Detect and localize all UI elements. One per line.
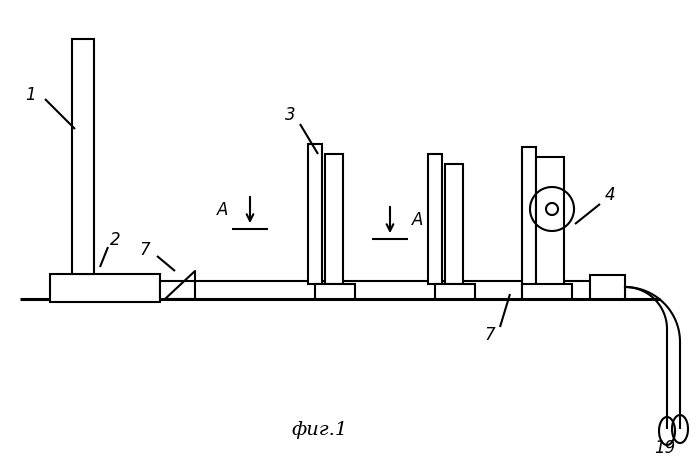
- Text: A: A: [412, 211, 424, 229]
- Bar: [522, 148, 536, 292]
- Text: 7: 7: [140, 240, 150, 258]
- Bar: [72, 40, 94, 275]
- Bar: [315, 284, 355, 300]
- Text: 19: 19: [654, 438, 676, 456]
- Bar: [590, 275, 625, 300]
- Text: 4: 4: [605, 186, 615, 204]
- Text: 3: 3: [284, 106, 295, 124]
- Bar: [522, 284, 572, 300]
- Bar: [325, 155, 343, 284]
- Text: 7: 7: [484, 325, 496, 343]
- Bar: [435, 284, 475, 300]
- Bar: [428, 155, 442, 284]
- Text: 2: 2: [110, 231, 120, 249]
- Bar: [445, 165, 463, 284]
- Bar: [50, 275, 160, 302]
- Bar: [536, 158, 564, 288]
- Text: 1: 1: [24, 86, 36, 104]
- Bar: [160, 282, 625, 300]
- Text: фиг.1: фиг.1: [292, 420, 348, 438]
- Text: A: A: [217, 200, 228, 219]
- Bar: [308, 144, 322, 284]
